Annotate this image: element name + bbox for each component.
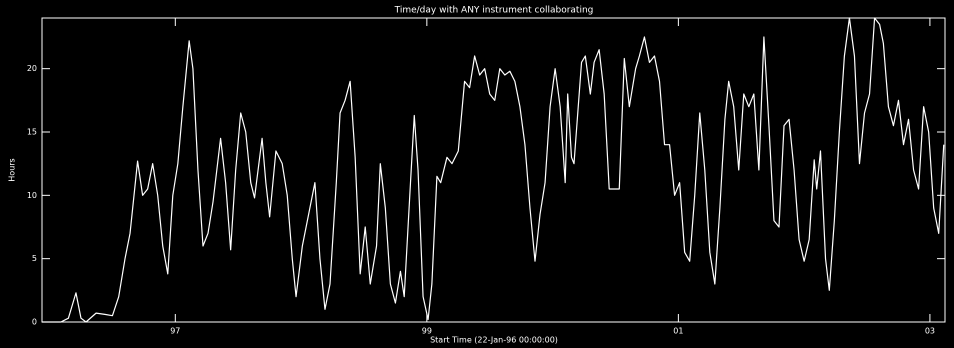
x-tick-label: 97	[170, 327, 180, 336]
y-axis-label: Hours	[8, 158, 17, 181]
y-tick-label: 0	[32, 318, 37, 327]
y-tick-label: 5	[32, 254, 37, 263]
plot-frame	[41, 17, 946, 323]
chart-title: Time/day with ANY instrument collaborati…	[394, 6, 594, 16]
y-tick-label: 20	[27, 64, 37, 73]
x-tick-label: 01	[673, 327, 683, 336]
x-tick-label: 03	[925, 327, 935, 336]
y-tick-label: 10	[27, 191, 37, 200]
data-line	[42, 17, 945, 323]
x-tick-label: 99	[422, 327, 432, 336]
y-tick-label: 15	[27, 128, 37, 137]
x-axis-label: Start Time (22-Jan-96 00:00:00)	[430, 336, 558, 345]
